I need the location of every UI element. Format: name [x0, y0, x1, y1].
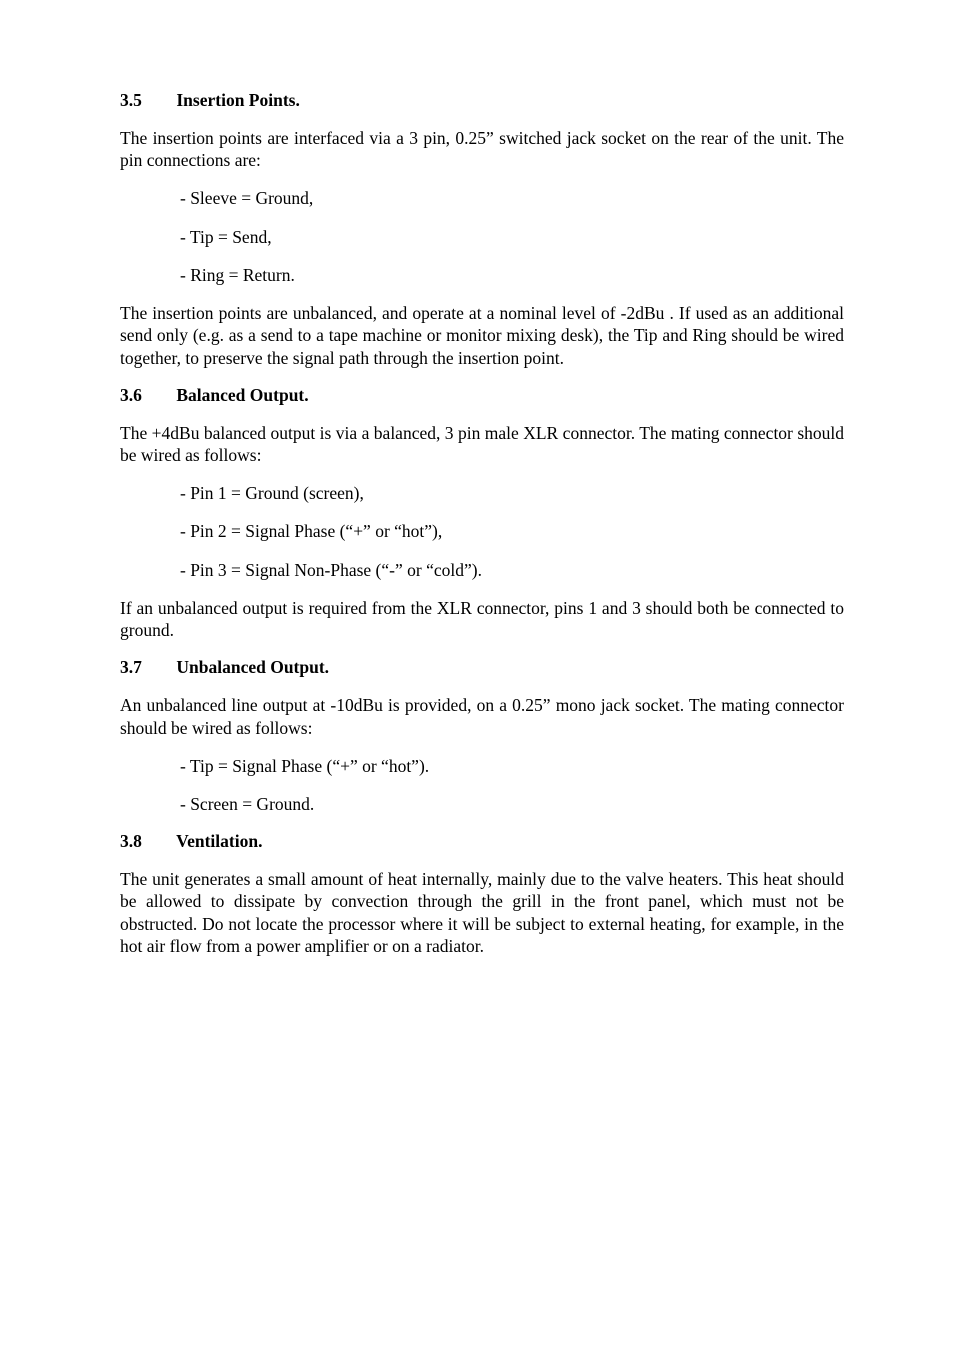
heading-number: 3.5: [120, 90, 172, 111]
list-item: - Screen = Ground.: [180, 793, 844, 815]
heading-3-8: 3.8 Ventilation.: [120, 831, 844, 852]
heading-number: 3.7: [120, 657, 172, 678]
page-content: 3.5 Insertion Points. The insertion poin…: [0, 0, 954, 1063]
heading-3-7: 3.7 Unbalanced Output.: [120, 657, 844, 678]
list-item: - Pin 2 = Signal Phase (“+” or “hot”),: [180, 520, 844, 542]
paragraph: The insertion points are unbalanced, and…: [120, 302, 844, 369]
list-group: - Pin 1 = Ground (screen), - Pin 2 = Sig…: [120, 482, 844, 581]
heading-title: Ventilation.: [176, 831, 262, 851]
paragraph: The insertion points are interfaced via …: [120, 127, 844, 171]
heading-title: Insertion Points.: [176, 90, 299, 110]
list-item: - Tip = Send,: [180, 226, 844, 248]
list-item: - Ring = Return.: [180, 264, 844, 286]
heading-number: 3.6: [120, 385, 172, 406]
paragraph: The +4dBu balanced output is via a balan…: [120, 422, 844, 466]
heading-title: Unbalanced Output.: [176, 657, 329, 677]
list-group: - Tip = Signal Phase (“+” or “hot”). - S…: [120, 755, 844, 815]
list-item: - Pin 1 = Ground (screen),: [180, 482, 844, 504]
paragraph: The unit generates a small amount of hea…: [120, 868, 844, 957]
paragraph: If an unbalanced output is required from…: [120, 597, 844, 641]
heading-3-6: 3.6 Balanced Output.: [120, 385, 844, 406]
heading-number: 3.8: [120, 831, 172, 852]
heading-title: Balanced Output.: [176, 385, 308, 405]
list-item: - Pin 3 = Signal Non-Phase (“-” or “cold…: [180, 559, 844, 581]
list-item: - Tip = Signal Phase (“+” or “hot”).: [180, 755, 844, 777]
heading-3-5: 3.5 Insertion Points.: [120, 90, 844, 111]
paragraph: An unbalanced line output at -10dBu is p…: [120, 694, 844, 738]
list-group: - Sleeve = Ground, - Tip = Send, - Ring …: [120, 187, 844, 286]
list-item: - Sleeve = Ground,: [180, 187, 844, 209]
